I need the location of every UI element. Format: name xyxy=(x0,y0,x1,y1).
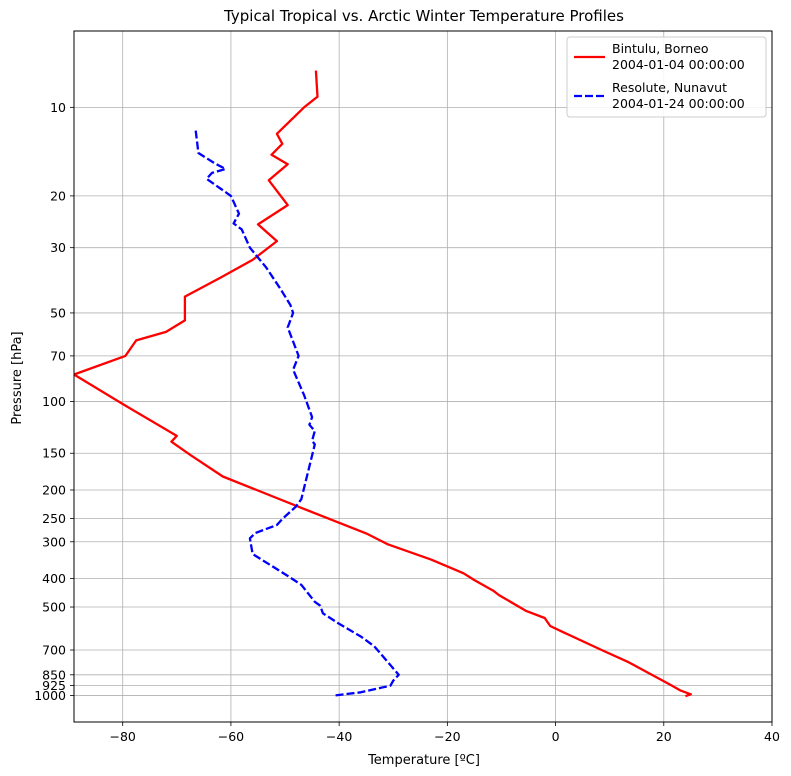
y-tick-label: 50 xyxy=(50,305,66,320)
x-tick-label: 0 xyxy=(552,729,560,744)
y-tick-label: 30 xyxy=(50,240,66,255)
y-tick-label: 850 xyxy=(42,667,66,682)
axis-ticks: −80 −60 −40 −20 0 20 40 10 20 30 50 70 100 150 200 250 3… xyxy=(34,100,780,744)
y-axis-label: Pressure [hPa] xyxy=(10,331,25,424)
y-tick-label: 1000 xyxy=(34,688,66,703)
y-tick-label: 400 xyxy=(42,571,66,586)
plot-series xyxy=(74,70,692,698)
y-tick-label: 200 xyxy=(42,482,66,497)
x-tick-label: 20 xyxy=(656,729,672,744)
legend-label: Bintulu, Borneo xyxy=(612,41,709,56)
x-tick-label: −20 xyxy=(434,729,460,744)
x-axis-label: Temperature [ºC] xyxy=(367,753,480,768)
y-tick-label: 300 xyxy=(42,534,66,549)
y-tick-label: 100 xyxy=(42,394,66,409)
plot-frame xyxy=(73,30,773,723)
legend-label: Resolute, Nunavut xyxy=(612,80,727,95)
series-line-resolute xyxy=(194,130,400,697)
grid-lines xyxy=(74,31,773,722)
legend-label: 2004-01-04 00:00:00 xyxy=(612,57,745,72)
y-tick-label: 500 xyxy=(42,600,66,615)
series-line-bintulu xyxy=(74,70,692,698)
y-tick-label: 700 xyxy=(42,643,66,658)
legend-box xyxy=(566,36,767,118)
y-tick-label: 20 xyxy=(50,188,66,203)
chart-title: Typical Tropical vs. Arctic Winter Tempe… xyxy=(223,7,624,25)
legend-label: 2004-01-24 00:00:00 xyxy=(612,96,745,111)
y-tick-label: 70 xyxy=(50,348,66,363)
x-tick-label: −80 xyxy=(110,729,136,744)
x-tick-label: −60 xyxy=(218,729,244,744)
x-tick-label: 40 xyxy=(764,729,780,744)
y-tick-label: 925 xyxy=(42,678,66,693)
x-tick-label: −40 xyxy=(326,729,352,744)
y-tick-label: 10 xyxy=(50,100,66,115)
y-tick-label: 150 xyxy=(42,446,66,461)
y-tick-label: 250 xyxy=(42,511,66,526)
